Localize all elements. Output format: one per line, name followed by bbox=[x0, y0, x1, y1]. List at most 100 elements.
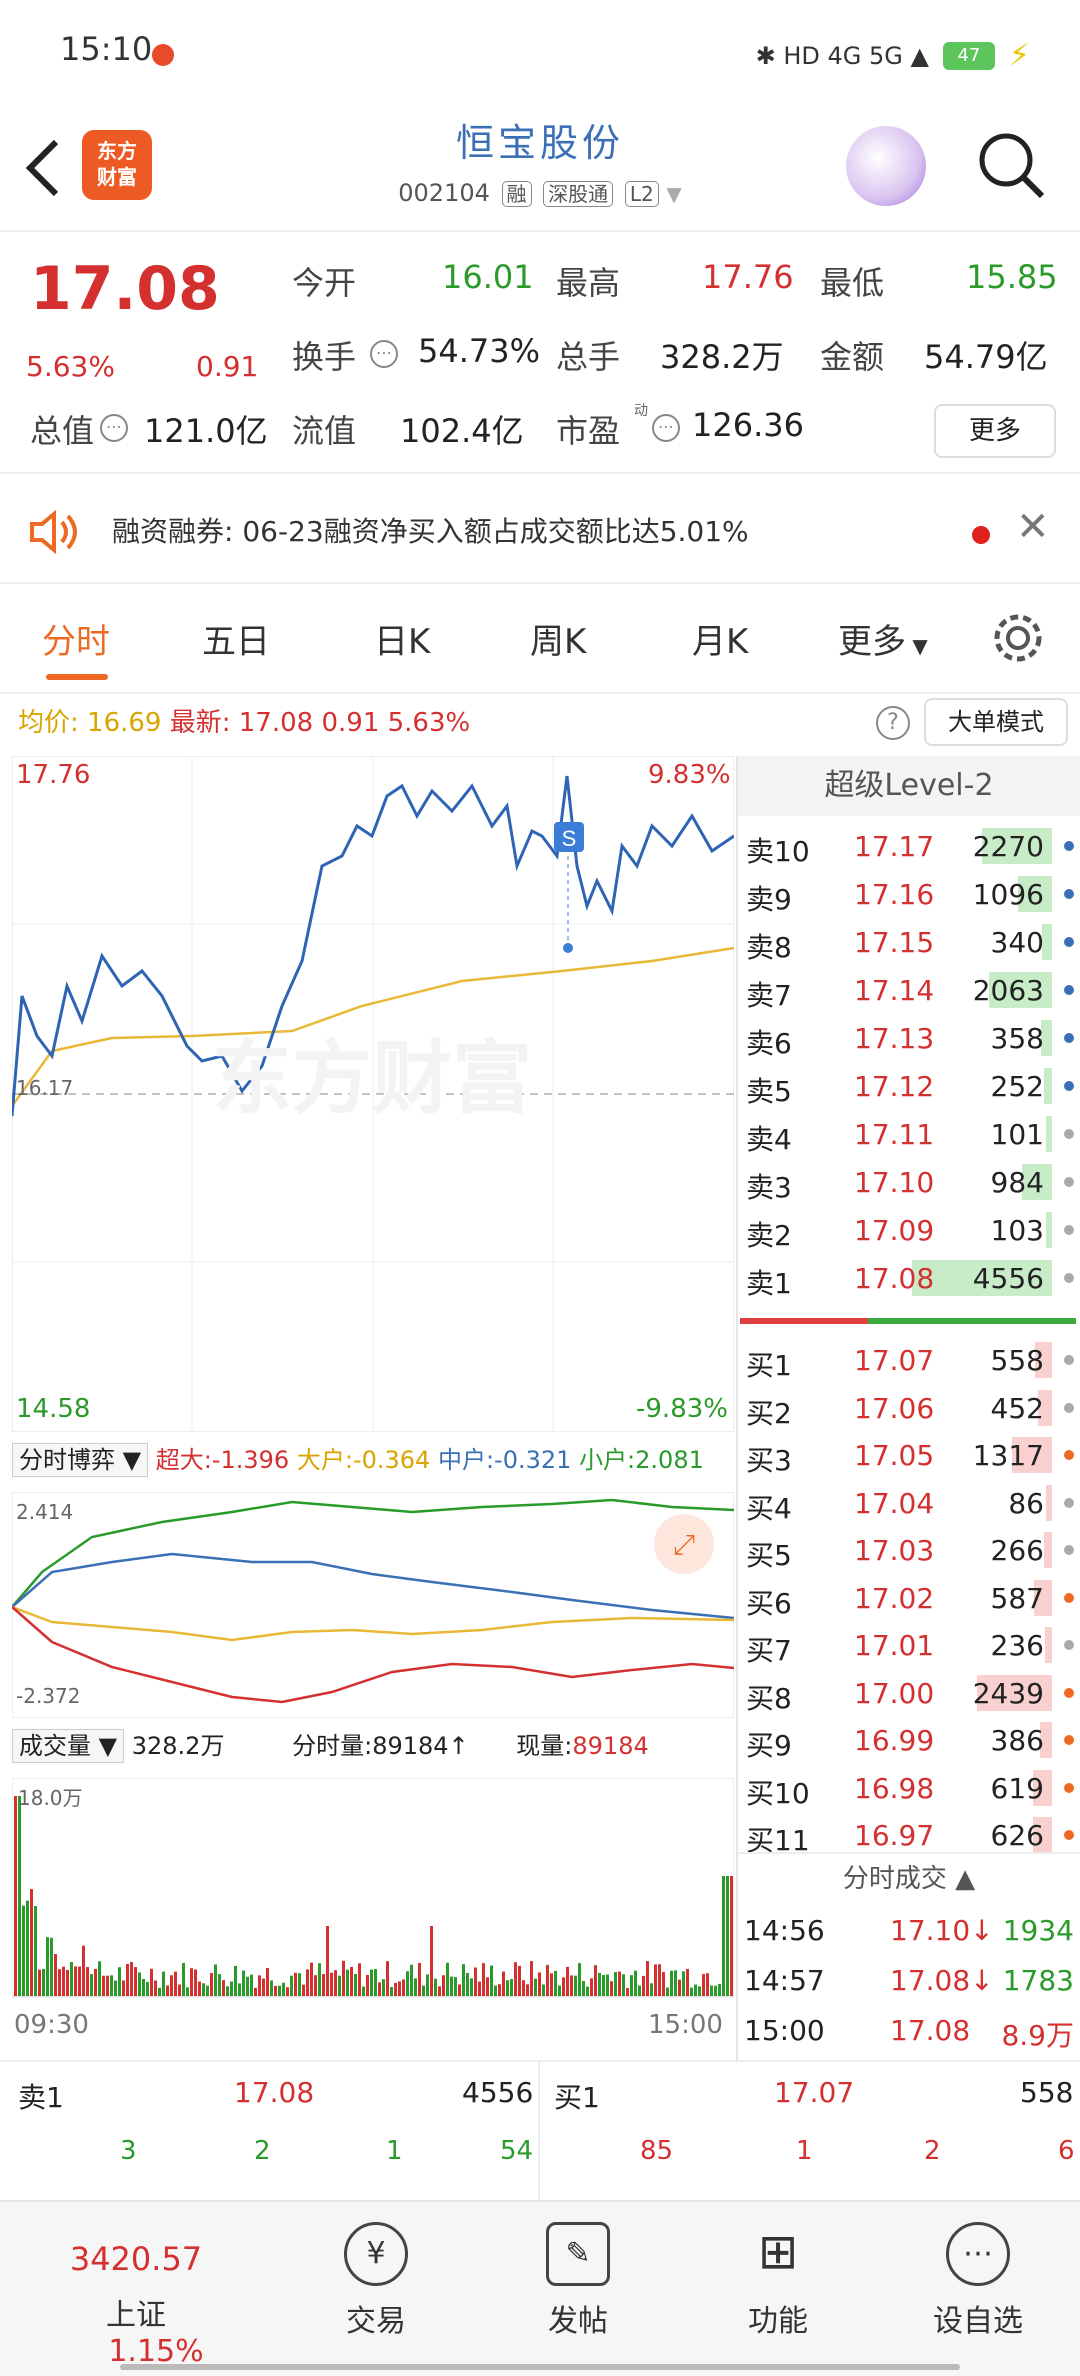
volume-bar bbox=[502, 1971, 505, 1996]
volume-bar bbox=[642, 1975, 645, 1996]
gear-icon[interactable] bbox=[990, 610, 1046, 666]
volume-bar bbox=[230, 1981, 233, 1996]
float-value: 102.4亿 bbox=[400, 412, 524, 450]
battery-icon: 47 bbox=[942, 41, 995, 70]
capital-flow-chart[interactable]: ⤢ bbox=[12, 1492, 734, 1718]
volume-bar bbox=[1038, 1389, 1052, 1426]
info-icon[interactable]: ⋯ bbox=[100, 414, 128, 442]
order-volume: 626 bbox=[990, 1819, 1044, 1852]
order-dot bbox=[1064, 937, 1074, 947]
volume-bar bbox=[374, 1969, 377, 1996]
info-icon[interactable]: ⋯ bbox=[370, 340, 398, 368]
tab-five-day[interactable]: 五日 bbox=[202, 622, 270, 662]
super-label: 超大: bbox=[155, 1446, 212, 1474]
index-value: 3420.57 bbox=[69, 2240, 203, 2278]
ask-row[interactable]: 卖3 17.10 984 bbox=[738, 1158, 1080, 1206]
order-price: 17.09 bbox=[854, 1214, 935, 1247]
s-marker[interactable]: S bbox=[562, 826, 577, 851]
volume-bar bbox=[294, 1972, 297, 1996]
notice-bar[interactable]: 融资融券: 06-23融资净买入额占成交额比达5.01% ✕ bbox=[0, 474, 1080, 584]
volume-selector[interactable]: 成交量 ▼ bbox=[12, 1729, 125, 1763]
index-widget[interactable]: 3420.57 上证 1.15% bbox=[66, 2240, 206, 2369]
sell-queue-item: 1 bbox=[386, 2136, 403, 2166]
volume-value: 328.2万 bbox=[660, 338, 784, 376]
notification-icon bbox=[152, 44, 174, 66]
nav-functions[interactable]: ⊞ 功能 bbox=[708, 2222, 848, 2340]
volume-bar bbox=[558, 1985, 561, 1996]
bid-row[interactable]: 买11 16.97 626 bbox=[738, 1811, 1080, 1859]
intraday-price-chart[interactable]: S 东方财富 bbox=[12, 756, 734, 1432]
volume-bar bbox=[182, 1962, 185, 1996]
order-volume: 236 bbox=[990, 1629, 1044, 1662]
bid-row[interactable]: 买8 17.00 2439 bbox=[738, 1669, 1080, 1717]
tag-l2: L2 bbox=[624, 181, 659, 207]
volume-bar bbox=[50, 1937, 53, 1996]
code-dropdown-icon[interactable]: ▼ bbox=[666, 182, 682, 206]
volume-bar bbox=[98, 1961, 101, 1996]
volume-bar bbox=[114, 1980, 117, 1996]
tag-margin: 融 bbox=[501, 181, 532, 207]
level2-title[interactable]: 超级Level-2 bbox=[738, 756, 1080, 816]
search-icon[interactable] bbox=[976, 130, 1046, 200]
volume-bar bbox=[22, 1905, 25, 1996]
ask-row[interactable]: 卖6 17.13 358 bbox=[738, 1014, 1080, 1062]
ask-row[interactable]: 卖4 17.11 101 bbox=[738, 1110, 1080, 1158]
tab-more[interactable]: 更多 ▼ bbox=[838, 614, 928, 663]
flow-y-top: 2.414 bbox=[16, 1500, 74, 1524]
bid-row[interactable]: 买2 17.06 452 bbox=[738, 1384, 1080, 1432]
time-end: 15:00 bbox=[648, 2010, 723, 2040]
volume-bar bbox=[134, 1967, 137, 1996]
robot-avatar-icon[interactable] bbox=[846, 126, 926, 206]
tab-daily-k[interactable]: 日K bbox=[374, 622, 431, 662]
trades-header[interactable]: 分时成交 ▲ bbox=[738, 1852, 1080, 1902]
nav-watchlist[interactable]: ⋯ 设自选 bbox=[908, 2222, 1048, 2340]
order-level-label: 买10 bbox=[746, 1776, 810, 1810]
volume-bar bbox=[226, 1986, 229, 1996]
info-icon[interactable]: ⋯ bbox=[652, 414, 680, 442]
more-button[interactable]: 更多 bbox=[934, 404, 1056, 458]
ask-row[interactable]: 卖10 17.17 2270 bbox=[738, 822, 1080, 870]
change-pct: 5.63% bbox=[26, 350, 115, 383]
expand-icon[interactable]: ⤢ bbox=[673, 1528, 695, 1561]
amount-value: 54.79亿 bbox=[924, 338, 1048, 376]
volume-bar bbox=[989, 972, 1052, 1008]
flow-selector[interactable]: 分时博弈 ▼ bbox=[12, 1443, 149, 1477]
bid-row[interactable]: 买9 16.99 386 bbox=[738, 1716, 1080, 1764]
bid-row[interactable]: 买3 17.05 1317 bbox=[738, 1431, 1080, 1479]
volume-bar bbox=[1012, 1437, 1052, 1473]
tab-weekly-k[interactable]: 周K bbox=[530, 622, 587, 662]
bid-row[interactable]: 买5 17.03 266 bbox=[738, 1526, 1080, 1574]
bid-row[interactable]: 买7 17.01 236 bbox=[738, 1621, 1080, 1669]
y-top-label: 17.76 bbox=[16, 760, 91, 790]
ask-row[interactable]: 卖1 17.08 4556 bbox=[738, 1254, 1080, 1302]
bid-row[interactable]: 买4 17.04 86 bbox=[738, 1479, 1080, 1527]
nav-trade[interactable]: ¥ 交易 bbox=[306, 2222, 446, 2340]
close-icon[interactable]: ✕ bbox=[1016, 504, 1050, 550]
app-logo[interactable]: 东方 财富 bbox=[82, 130, 152, 200]
order-price: 16.97 bbox=[854, 1819, 935, 1852]
volume-bar bbox=[158, 1987, 161, 1996]
help-icon[interactable]: ? bbox=[876, 706, 910, 740]
ask-row[interactable]: 卖8 17.15 340 bbox=[738, 918, 1080, 966]
volume-ymax: 18.0万 bbox=[18, 1786, 83, 1810]
stock-header bbox=[0, 100, 1080, 232]
bid-row[interactable]: 买6 17.02 587 bbox=[738, 1574, 1080, 1622]
nav-post[interactable]: ✎ 发帖 bbox=[508, 2222, 648, 2340]
super-value: -1.396 bbox=[211, 1446, 290, 1474]
volume-bar bbox=[122, 1980, 125, 1996]
bid-row[interactable]: 买1 17.07 558 bbox=[738, 1336, 1080, 1384]
ask-row[interactable]: 卖9 17.16 1096 bbox=[738, 870, 1080, 918]
order-price: 17.11 bbox=[854, 1118, 935, 1151]
ask-row[interactable]: 卖5 17.12 252 bbox=[738, 1062, 1080, 1110]
ask-row[interactable]: 卖7 17.14 2063 bbox=[738, 966, 1080, 1014]
volume-bar bbox=[398, 1981, 401, 1996]
big-order-mode-button[interactable]: 大单模式 bbox=[924, 698, 1068, 746]
bid-row[interactable]: 买10 16.98 619 bbox=[738, 1764, 1080, 1812]
back-icon[interactable] bbox=[22, 136, 62, 200]
tab-monthly-k[interactable]: 月K bbox=[692, 622, 749, 662]
volume-chart[interactable] bbox=[12, 1778, 734, 1998]
tab-intraday[interactable]: 分时 bbox=[42, 622, 110, 662]
volume-bar bbox=[622, 1974, 625, 1996]
ask-row[interactable]: 卖2 17.09 103 bbox=[738, 1206, 1080, 1254]
volume-bar bbox=[170, 1975, 173, 1996]
